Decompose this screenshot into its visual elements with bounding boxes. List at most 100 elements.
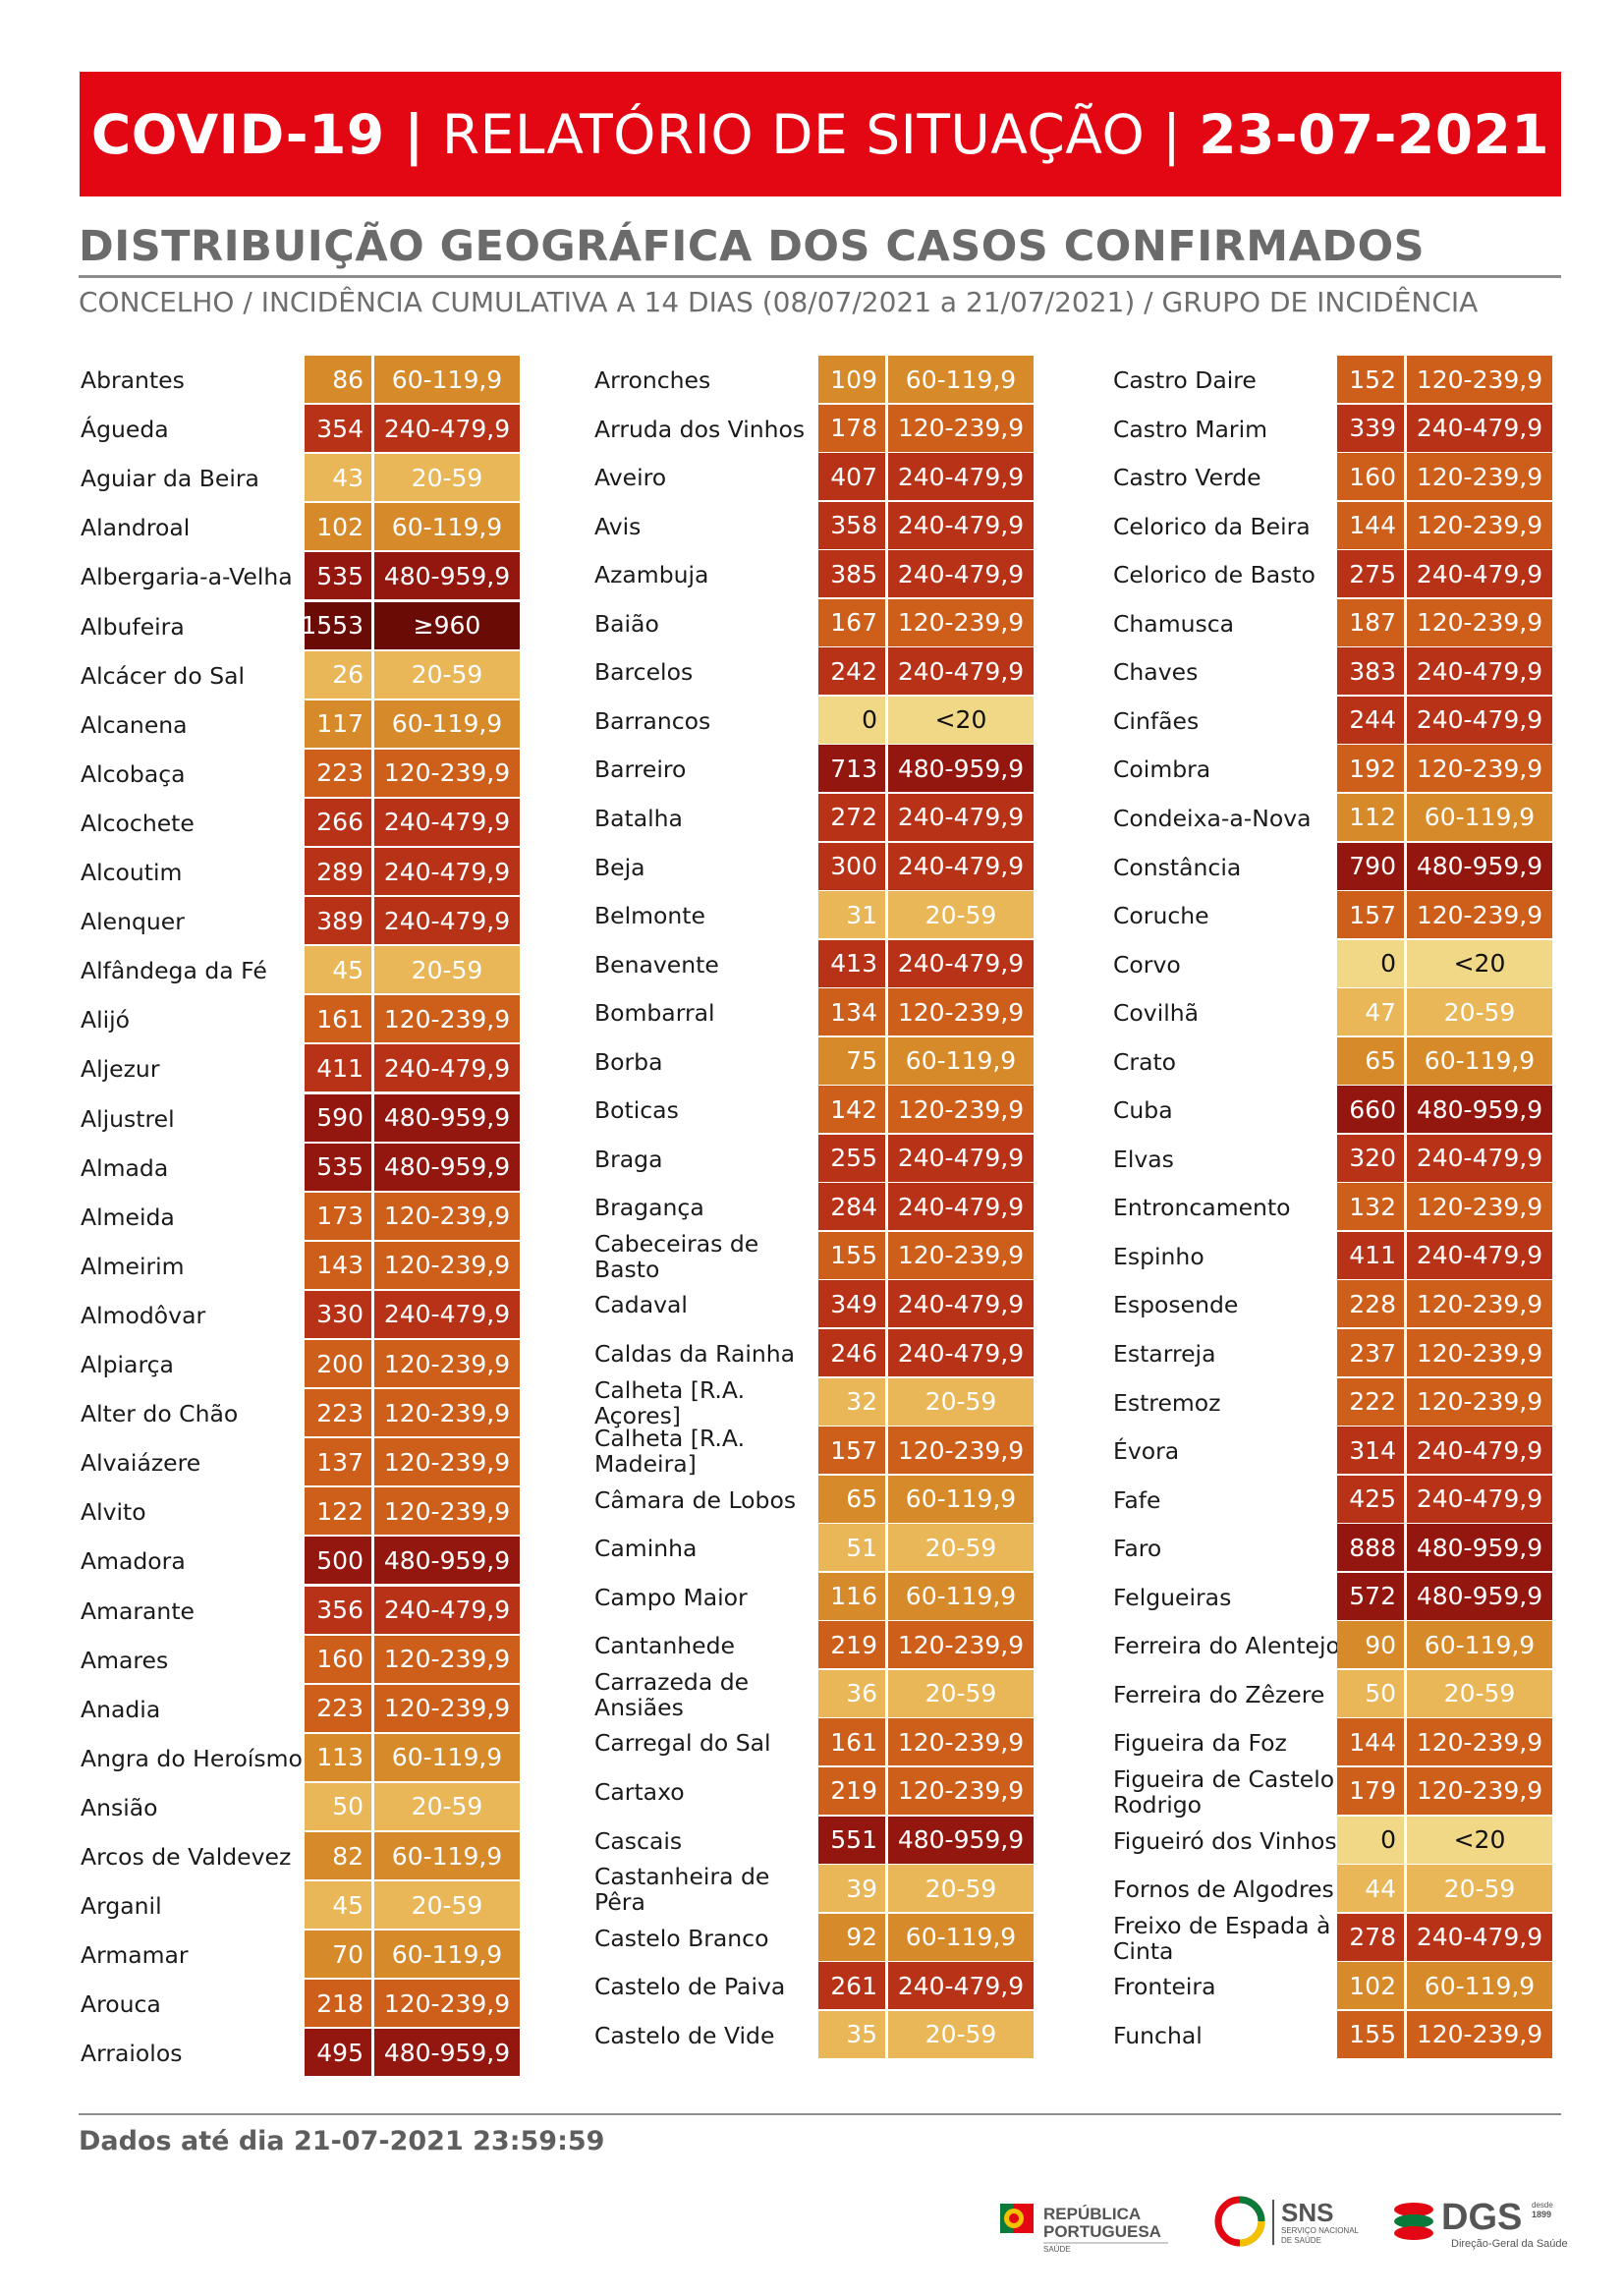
municipality-name: Avis [594,512,642,540]
incidence-group: 120-239,9 [374,1487,520,1536]
incidence-group: 120-239,9 [374,1635,520,1683]
incidence-value: 219 [818,1621,885,1669]
incidence-group: 480-959,9 [374,1093,520,1142]
incidence-value: 192 [1337,745,1404,793]
municipality-name: Coruche [1113,902,1209,930]
municipality-name: Alenquer [81,908,185,936]
dgs-emblem-icon: DGS desde 1899 Direção-Geral da Saúde [1394,2197,1568,2250]
municipality-name: Arraiolos [81,2040,183,2068]
incidence-value: 284 [818,1183,885,1231]
incidence-value: 187 [1337,598,1404,646]
sns-servico-text: SERVIÇO NACIONAL [1281,2226,1360,2235]
incidence-group: 60-119,9 [1407,1962,1552,2010]
municipality-name: Castelo Branco [594,1924,769,1952]
incidence-group: 120-239,9 [888,1766,1034,1815]
incidence-value: 117 [305,700,371,748]
incidence-group: 120-239,9 [888,1427,1034,1475]
incidence-value: 43 [305,454,371,502]
incidence-group: 20-59 [374,1782,520,1830]
incidence-group: 480-959,9 [374,1537,520,1585]
municipality-name: Belmonte [594,902,705,930]
incidence-value: 790 [1337,842,1404,890]
municipality-name: Cantanhede [594,1632,735,1660]
incidence-value: 349 [818,1280,885,1328]
incidence-group: 120-239,9 [374,1340,520,1387]
incidence-value: 51 [818,1524,885,1572]
municipality-name: Alvaiázere [81,1449,201,1478]
incidence-group: 240-479,9 [888,793,1034,841]
incidence-group: 60-119,9 [374,1832,520,1879]
municipality-name: Fornos de Algodres [1113,1875,1334,1904]
incidence-group: 120-239,9 [1407,891,1552,939]
incidence-group: 240-479,9 [1407,696,1552,744]
incidence-group: 60-119,9 [374,356,520,403]
municipality-name: Chamusca [1113,609,1235,638]
municipality-name: Câmara de Lobos [594,1485,797,1514]
municipality-name: Covilhã [1113,999,1200,1028]
incidence-group: 480-959,9 [1407,1524,1552,1572]
municipality-name: Cadaval [594,1291,688,1319]
incidence-value: 389 [305,897,371,945]
incidence-group: 120-239,9 [1407,356,1552,403]
incidence-group: 120-239,9 [888,1231,1034,1279]
incidence-value: 142 [818,1086,885,1134]
incidence-group: 240-479,9 [888,1962,1034,2010]
incidence-value: 275 [1337,550,1404,598]
incidence-group: 240-479,9 [888,842,1034,890]
municipality-name: Évora [1113,1437,1180,1466]
municipality-name: Estarreja [1113,1340,1216,1368]
republica-portuguesa-emblem-icon: REPÚBLICA PORTUGUESA SAÚDE [1000,2204,1168,2254]
municipality-name: Armamar [81,1941,189,1970]
municipality-name: Borba [594,1047,663,1076]
municipality-name: Cascais [594,1826,683,1855]
incidence-group: 240-479,9 [888,1183,1034,1231]
municipality-name: Bombarral [594,999,715,1028]
incidence-group: 120-239,9 [1407,598,1552,646]
municipality-name: Barreiro [594,756,687,784]
incidence-group: 120-239,9 [1407,1329,1552,1376]
municipality-name: Entroncamento [1113,1194,1291,1222]
incidence-value: 152 [1337,356,1404,403]
incidence-group: 60-119,9 [374,1733,520,1781]
municipality-name: Bragança [594,1194,704,1222]
incidence-value: 590 [305,1093,371,1142]
municipality-name: Alpiarça [81,1351,174,1378]
municipality-name: Albergaria-a-Velha [81,563,293,591]
municipality-name: Faro [1113,1535,1162,1563]
incidence-group: ≥960 [374,601,520,649]
incidence-group: 60-119,9 [888,1572,1034,1620]
incidence-group: 240-479,9 [888,939,1034,987]
incidence-group: 120-239,9 [888,1621,1034,1669]
dgs-year-text: 1899 [1532,2210,1551,2219]
incidence-group: 240-479,9 [1407,1427,1552,1475]
municipality-name: Almeirim [81,1252,185,1280]
municipality-name: Alandroal [81,514,191,542]
incidence-value: 90 [1337,1621,1404,1669]
municipality-name: Benavente [594,950,719,979]
incidence-value: 330 [305,1290,371,1338]
municipality-name: Arcos de Valdevez [81,1843,292,1871]
incidence-value: 92 [818,1913,885,1961]
incidence-group: 20-59 [888,891,1034,939]
incidence-value: 413 [818,939,885,987]
report-banner: COVID-19 | RELATÓRIO DE SITUAÇÃO | 23-07… [80,72,1561,196]
incidence-group: 120-239,9 [374,995,520,1043]
incidence-group: 240-479,9 [888,647,1034,696]
incidence-value: 35 [818,2010,885,2058]
municipality-name: Felgueiras [1113,1583,1232,1611]
municipality-name: Cartaxo [594,1777,685,1806]
incidence-value: 242 [818,647,885,696]
incidence-value: 354 [305,405,371,453]
municipality-name: Carregal do Sal [594,1729,771,1758]
municipality-name: Alcochete [81,809,195,837]
incidence-value: 157 [1337,891,1404,939]
incidence-group: 60-119,9 [374,503,520,551]
incidence-value: 44 [1337,1865,1404,1913]
incidence-group: 60-119,9 [1407,1621,1552,1669]
republica-text: REPÚBLICA [1043,2205,1141,2223]
incidence-group: 480-959,9 [888,1816,1034,1864]
municipality-name: Almodôvar [81,1301,206,1329]
incidence-group: 120-239,9 [1407,745,1552,793]
incidence-value: 36 [818,1669,885,1717]
municipality-name: Figueira da Foz [1113,1729,1287,1758]
